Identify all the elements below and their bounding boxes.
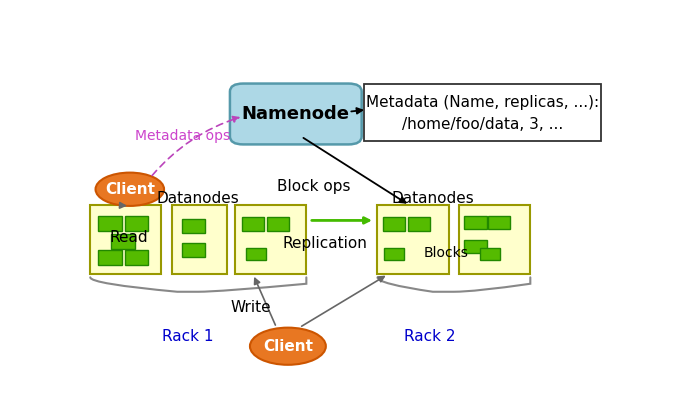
Text: Client: Client [105,182,155,197]
Text: Namenode: Namenode [242,105,350,123]
Text: Client: Client [263,339,313,354]
Text: Rack 2: Rack 2 [405,329,456,344]
Bar [480,248,500,260]
Bar [98,216,122,231]
Ellipse shape [250,328,326,365]
Bar [464,216,487,229]
Bar [488,216,510,229]
Bar [235,205,307,274]
Bar [384,248,405,260]
Bar [459,205,530,274]
Bar [267,218,289,231]
Text: Datanodes: Datanodes [157,191,239,206]
Bar [172,205,227,274]
Bar [124,216,148,231]
Ellipse shape [96,173,164,206]
Bar [124,250,148,265]
Bar [242,218,264,231]
Text: Rack 1: Rack 1 [162,329,214,344]
Bar [90,205,161,274]
Bar [245,248,266,260]
Text: Metadata ops: Metadata ops [135,129,230,144]
Text: Write: Write [231,300,271,315]
Bar [182,219,205,233]
Bar [112,234,135,248]
Text: Blocks: Blocks [424,246,469,260]
FancyBboxPatch shape [364,84,602,141]
Text: Datanodes: Datanodes [392,191,474,206]
Bar [377,205,449,274]
FancyBboxPatch shape [230,84,362,144]
Bar [407,218,430,231]
Bar [98,250,122,265]
Text: Replication: Replication [282,236,367,251]
Text: /home/foo/data, 3, ...: /home/foo/data, 3, ... [403,117,564,132]
Bar [464,240,487,253]
Bar [383,218,405,231]
Text: Read: Read [109,230,148,245]
Text: Block ops: Block ops [277,178,351,193]
Text: Metadata (Name, replicas, ...):: Metadata (Name, replicas, ...): [367,95,600,110]
Bar [182,243,205,257]
